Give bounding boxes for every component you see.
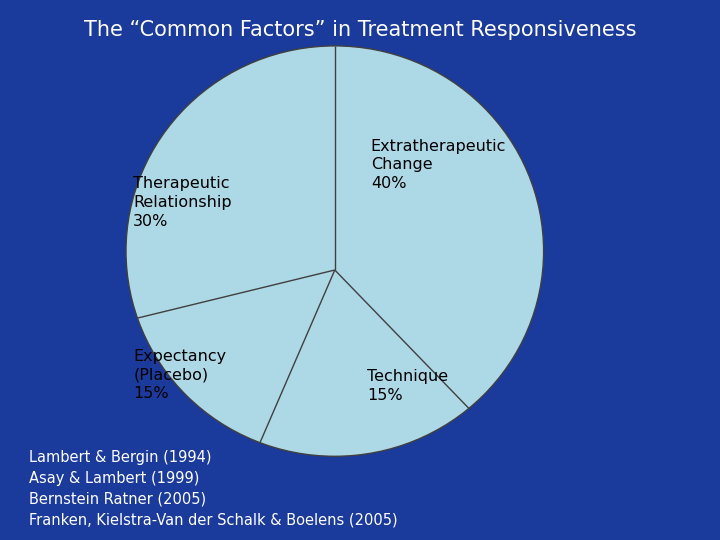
Text: Expectancy
(Placebo)
15%: Expectancy (Placebo) 15% — [133, 349, 226, 401]
Text: Therapeutic
Relationship
30%: Therapeutic Relationship 30% — [133, 177, 232, 228]
Ellipse shape — [126, 46, 544, 456]
Text: The “Common Factors” in Treatment Responsiveness: The “Common Factors” in Treatment Respon… — [84, 19, 636, 40]
Text: Lambert & Bergin (1994)
Asay & Lambert (1999)
Bernstein Ratner (2005)
Franken, K: Lambert & Bergin (1994) Asay & Lambert (… — [29, 450, 397, 528]
Text: Technique
15%: Technique 15% — [367, 369, 449, 403]
Text: Extratherapeutic
Change
40%: Extratherapeutic Change 40% — [371, 139, 506, 191]
